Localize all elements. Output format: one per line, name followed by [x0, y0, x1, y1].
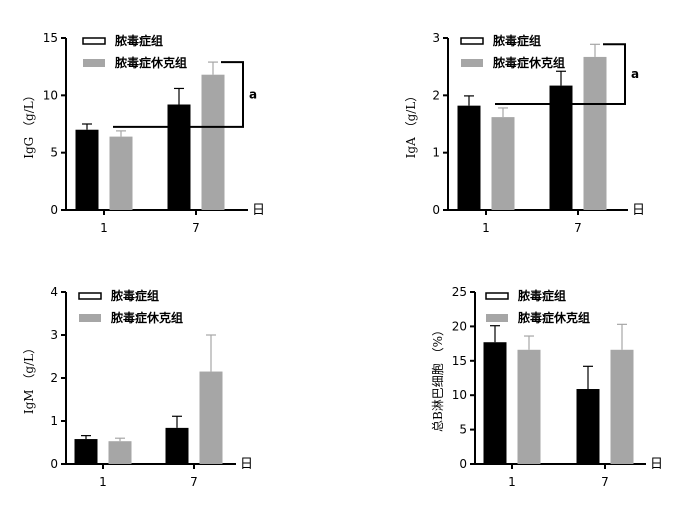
- x-tick-label: 1: [99, 475, 107, 489]
- y-tick-label: 0: [459, 457, 467, 471]
- x-tick-label: 1: [482, 221, 490, 235]
- bar-sepsis-day7: [549, 85, 573, 210]
- y-axis-label: IgG （g/L）: [22, 89, 36, 159]
- x-tick-label: 7: [601, 475, 609, 489]
- y-axis-label: IgA （g/L）: [404, 90, 418, 159]
- significance-bracket: [113, 61, 244, 128]
- bar-shock-day1: [108, 441, 132, 464]
- y-tick-label: 1: [432, 146, 440, 160]
- x-unit-label: 日: [240, 457, 253, 472]
- y-tick-label: 15: [452, 354, 467, 368]
- bar-sepsis-day1: [74, 439, 98, 464]
- significance-label: a: [249, 87, 257, 101]
- bar-sepsis-day1: [483, 342, 507, 464]
- x-tick-label: 7: [190, 475, 198, 489]
- y-tick-label: 0: [50, 203, 58, 217]
- bar-shock-day7: [201, 74, 225, 211]
- significance-bracket: [495, 43, 626, 105]
- y-tick-label: 2: [50, 371, 58, 385]
- y-tick-label: 1: [50, 414, 58, 428]
- legend-label: 脓毒症休克组: [114, 55, 187, 70]
- legend-swatch-shock: [83, 59, 105, 67]
- bar-sepsis-day7: [165, 427, 189, 464]
- x-unit-label: 日: [632, 203, 645, 218]
- x-tick-label: 1: [100, 221, 108, 235]
- legend-label: 脓毒症组: [517, 288, 566, 303]
- y-tick-label: 0: [50, 457, 58, 471]
- bar-shock-day7: [610, 349, 634, 464]
- bar-shock-day1: [491, 117, 515, 210]
- legend-swatch-sepsis: [460, 37, 484, 45]
- y-tick-label: 20: [452, 319, 467, 333]
- bar-shock-day7: [583, 56, 607, 210]
- legend-label: 脓毒症休克组: [492, 55, 565, 70]
- x-tick-label: 7: [192, 221, 200, 235]
- y-axis-label: 总B淋巴细胞 （%）: [431, 324, 445, 432]
- y-tick-label: 3: [432, 31, 440, 45]
- y-tick-label: 25: [452, 285, 467, 299]
- y-tick-label: 10: [43, 88, 58, 102]
- y-tick-label: 10: [452, 388, 467, 402]
- y-tick-label: 0: [432, 203, 440, 217]
- y-tick-label: 2: [432, 88, 440, 102]
- y-axis-label: IgM （g/L）: [22, 342, 36, 414]
- legend-swatch-shock: [461, 59, 483, 67]
- legend-label: 脓毒症组: [492, 33, 541, 48]
- legend-swatch-shock: [486, 314, 508, 322]
- significance-label: a: [631, 67, 639, 81]
- bar-sepsis-day1: [75, 129, 99, 210]
- bar-shock-day1: [109, 136, 133, 210]
- legend-label: 脓毒症组: [110, 288, 159, 303]
- legend-swatch-sepsis: [82, 37, 106, 45]
- x-tick-label: 1: [508, 475, 516, 489]
- legend-swatch-shock: [79, 314, 101, 322]
- x-tick-label: 7: [574, 221, 582, 235]
- bar-shock-day7: [199, 371, 223, 464]
- x-unit-label: 日: [252, 203, 265, 218]
- legend-label: 脓毒症组: [114, 33, 163, 48]
- bar-shock-day1: [517, 349, 541, 464]
- y-tick-label: 3: [50, 328, 58, 342]
- y-tick-label: 15: [43, 31, 58, 45]
- bar-sepsis-day7: [576, 389, 600, 464]
- y-tick-label: 4: [50, 285, 58, 299]
- x-unit-label: 日: [650, 457, 663, 472]
- y-tick-label: 5: [50, 146, 58, 160]
- legend-label: 脓毒症休克组: [517, 310, 590, 325]
- y-tick-label: 5: [459, 423, 467, 437]
- bar-sepsis-day7: [167, 104, 191, 210]
- legend-swatch-sepsis: [78, 292, 102, 300]
- legend-swatch-sepsis: [485, 292, 509, 300]
- bar-sepsis-day1: [457, 105, 481, 210]
- legend-label: 脓毒症休克组: [110, 310, 183, 325]
